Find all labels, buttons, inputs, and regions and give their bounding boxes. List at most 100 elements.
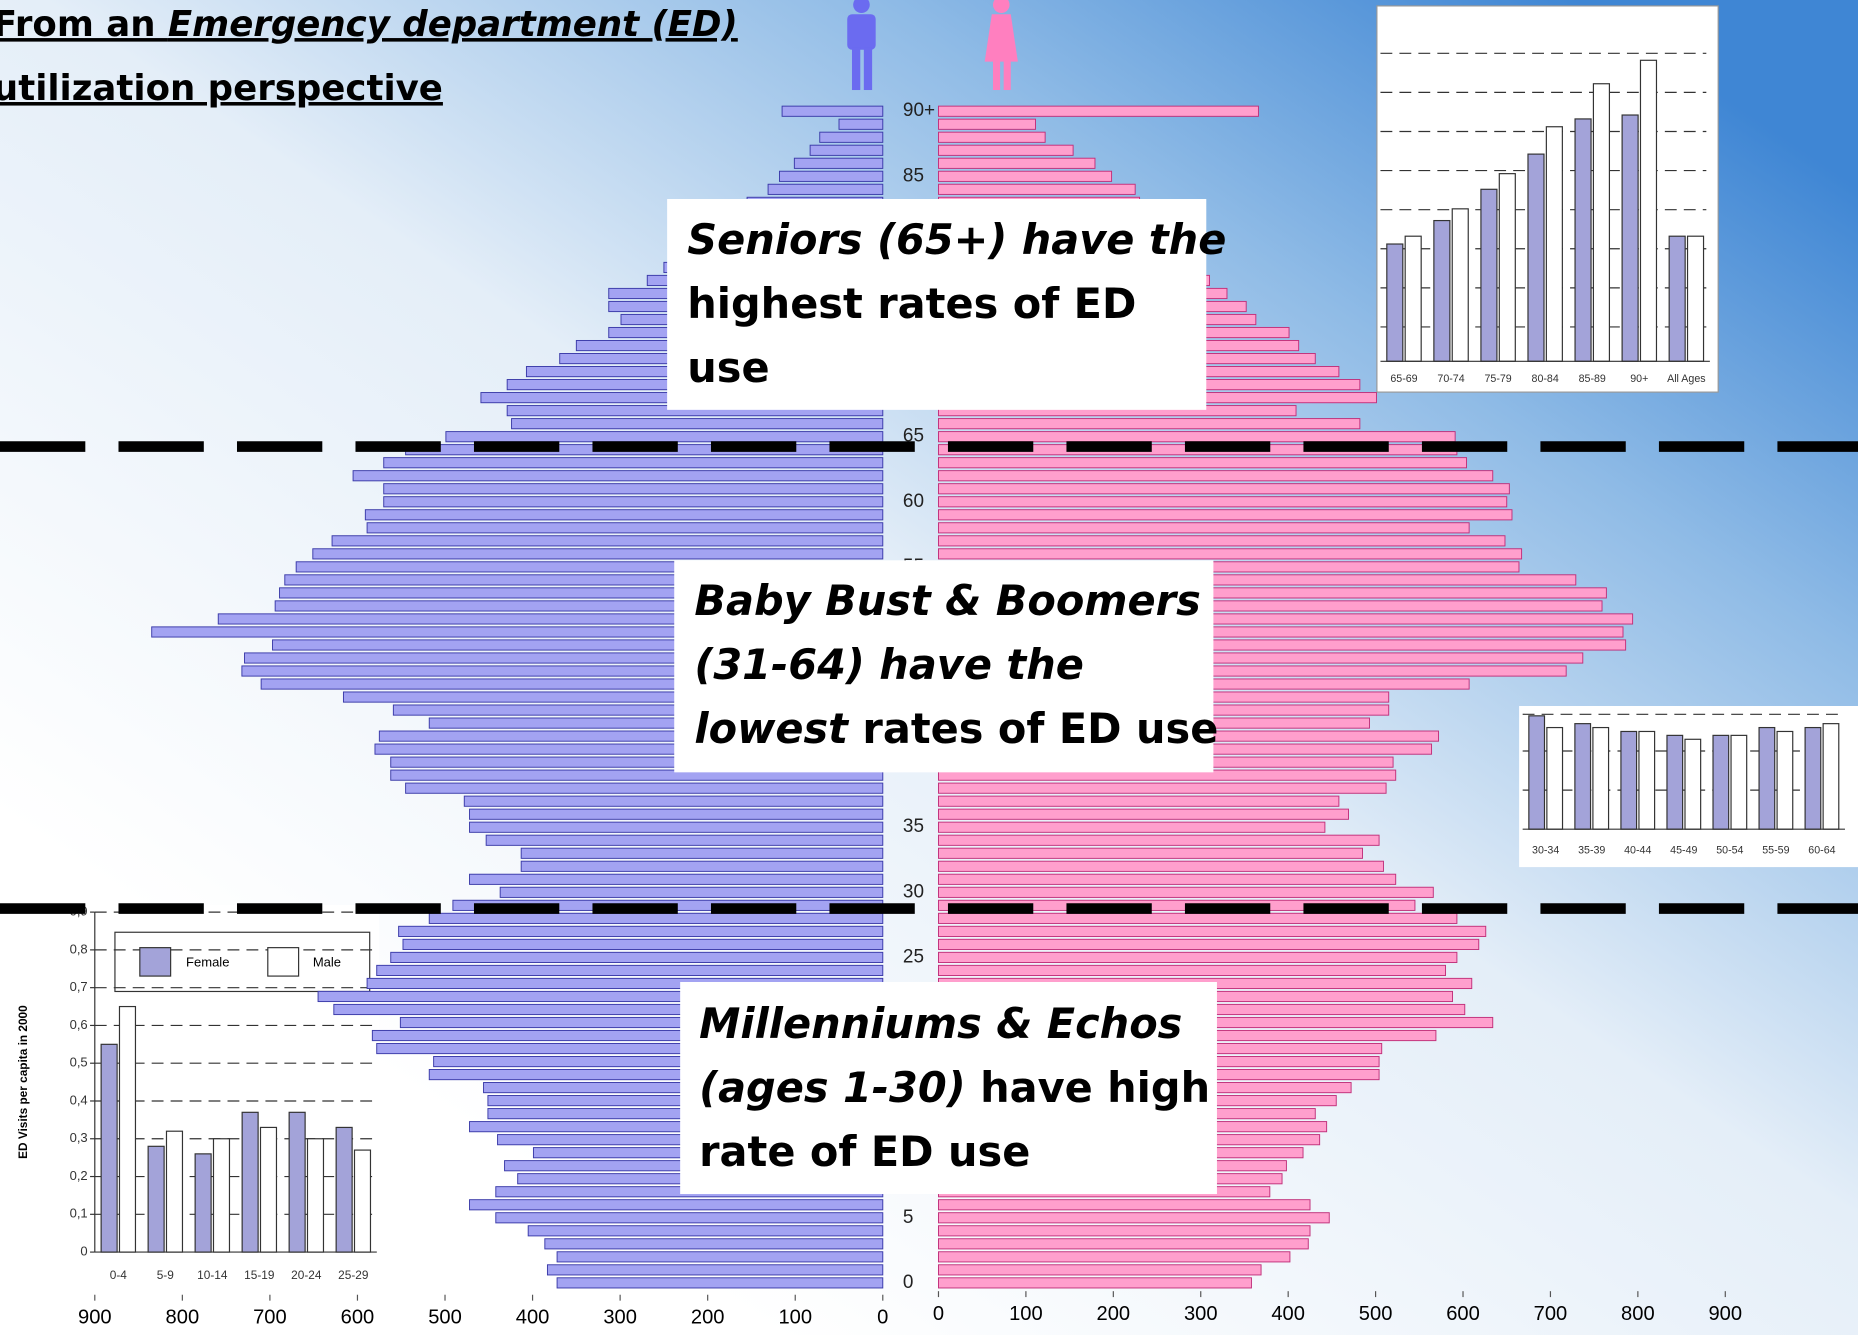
text-line: From an Emergency department (ED)	[0, 4, 738, 45]
bar	[938, 1278, 1251, 1288]
bar	[1434, 221, 1450, 362]
bar	[938, 1252, 1289, 1262]
bar	[289, 1112, 305, 1252]
bar	[1669, 236, 1685, 361]
x-tick-label: 90+	[1630, 373, 1648, 385]
text-run: Baby Bust & Boomers	[694, 577, 1200, 625]
bar	[938, 965, 1445, 975]
bar	[464, 796, 883, 806]
x-tick-label: All Ages	[1667, 373, 1706, 385]
bar	[213, 1139, 229, 1252]
bar	[377, 965, 883, 975]
text-line: utilization perspective	[0, 68, 443, 109]
x-tick-label: 20-24	[291, 1268, 322, 1282]
bar	[938, 874, 1395, 884]
bar	[768, 184, 883, 194]
bar	[810, 145, 883, 155]
x-tick-label: 300	[603, 1307, 637, 1329]
text-line: highest rates of ED	[687, 280, 1136, 328]
x-tick-label: 25-29	[338, 1268, 369, 1282]
bar	[1640, 60, 1656, 361]
bar	[938, 119, 1035, 129]
legend-label: Male	[313, 954, 341, 969]
bar	[938, 484, 1509, 494]
bar	[384, 458, 883, 468]
x-tick-label: 75-79	[1484, 373, 1511, 385]
bar	[938, 497, 1506, 507]
bar	[938, 536, 1505, 546]
text-run: use	[687, 344, 769, 392]
y-axis-label: ED Visits per capita in 2000	[16, 1005, 30, 1159]
text-run: From an	[0, 4, 168, 45]
x-tick-label: 900	[1708, 1303, 1742, 1325]
x-tick-label: 30-34	[1532, 844, 1559, 856]
x-tick-label: 600	[1446, 1303, 1480, 1325]
bar	[938, 913, 1456, 923]
bar	[470, 822, 883, 832]
bar	[938, 523, 1469, 533]
x-tick-label: 15-19	[244, 1268, 275, 1282]
age-label: 25	[903, 946, 924, 967]
bar	[938, 848, 1362, 858]
text-line: Millenniums & Echos	[699, 1000, 1182, 1048]
bar	[1575, 724, 1591, 830]
bar	[794, 158, 882, 168]
bar	[403, 939, 883, 949]
x-tick-label: 5-9	[157, 1268, 175, 1282]
x-tick-label: 10-14	[197, 1268, 228, 1282]
x-tick-label: 900	[78, 1307, 112, 1329]
text-line: lowest rates of ED use	[694, 705, 1218, 753]
bar	[938, 184, 1135, 194]
page: {"header": {"title_lines": [[{"text": "F…	[0, 0, 1858, 1335]
text-run: (ages 1-30)	[699, 1064, 966, 1112]
text-line: (31-64) have the	[694, 641, 1083, 689]
bar	[557, 1278, 883, 1288]
bar	[1593, 728, 1609, 830]
text-run: utilization perspective	[0, 68, 443, 109]
x-tick-label: 100	[1009, 1303, 1043, 1325]
bar	[938, 822, 1324, 832]
bar	[429, 913, 883, 923]
text-line: Baby Bust & Boomers	[694, 577, 1200, 625]
text-run: (31-64) have the	[694, 641, 1083, 689]
bar	[332, 536, 883, 546]
y-tick-label: 0,7	[70, 979, 88, 994]
x-tick-label: 50-54	[1716, 844, 1743, 856]
x-tick-label: 60-64	[1808, 844, 1835, 856]
bar	[938, 549, 1521, 559]
bar	[938, 471, 1492, 481]
bar	[1688, 236, 1704, 361]
age-label: 90+	[903, 100, 935, 121]
bar	[1713, 735, 1729, 829]
legend-swatch	[140, 948, 171, 976]
bar	[938, 419, 1359, 429]
bar	[446, 432, 883, 442]
bar	[354, 1150, 370, 1252]
x-tick-label: 200	[691, 1307, 725, 1329]
text-run: rate of ED use	[699, 1128, 1030, 1176]
bar	[512, 419, 883, 429]
bar	[938, 809, 1348, 819]
x-tick-label: 800	[1621, 1303, 1655, 1325]
x-tick-label: 0	[933, 1303, 944, 1325]
bar	[1823, 724, 1839, 830]
x-tick-label: 600	[341, 1307, 375, 1329]
bar	[1777, 731, 1793, 829]
bar	[938, 835, 1379, 845]
bar	[1731, 735, 1747, 829]
age-label: 30	[903, 881, 924, 902]
bar	[938, 926, 1485, 936]
bar	[148, 1146, 164, 1252]
legend-swatch	[268, 948, 299, 976]
text-run: have high	[966, 1064, 1210, 1112]
text-run: highest rates of ED	[687, 280, 1136, 328]
bar	[384, 497, 883, 507]
bar	[938, 952, 1456, 962]
bar	[399, 926, 883, 936]
x-tick-label: 85-89	[1579, 373, 1606, 385]
text-run: Millenniums & Echos	[699, 1000, 1182, 1048]
bar	[528, 1226, 883, 1236]
text-line: rate of ED use	[699, 1128, 1030, 1176]
x-tick-label: 0	[877, 1307, 888, 1329]
age-label: 0	[903, 1272, 914, 1293]
